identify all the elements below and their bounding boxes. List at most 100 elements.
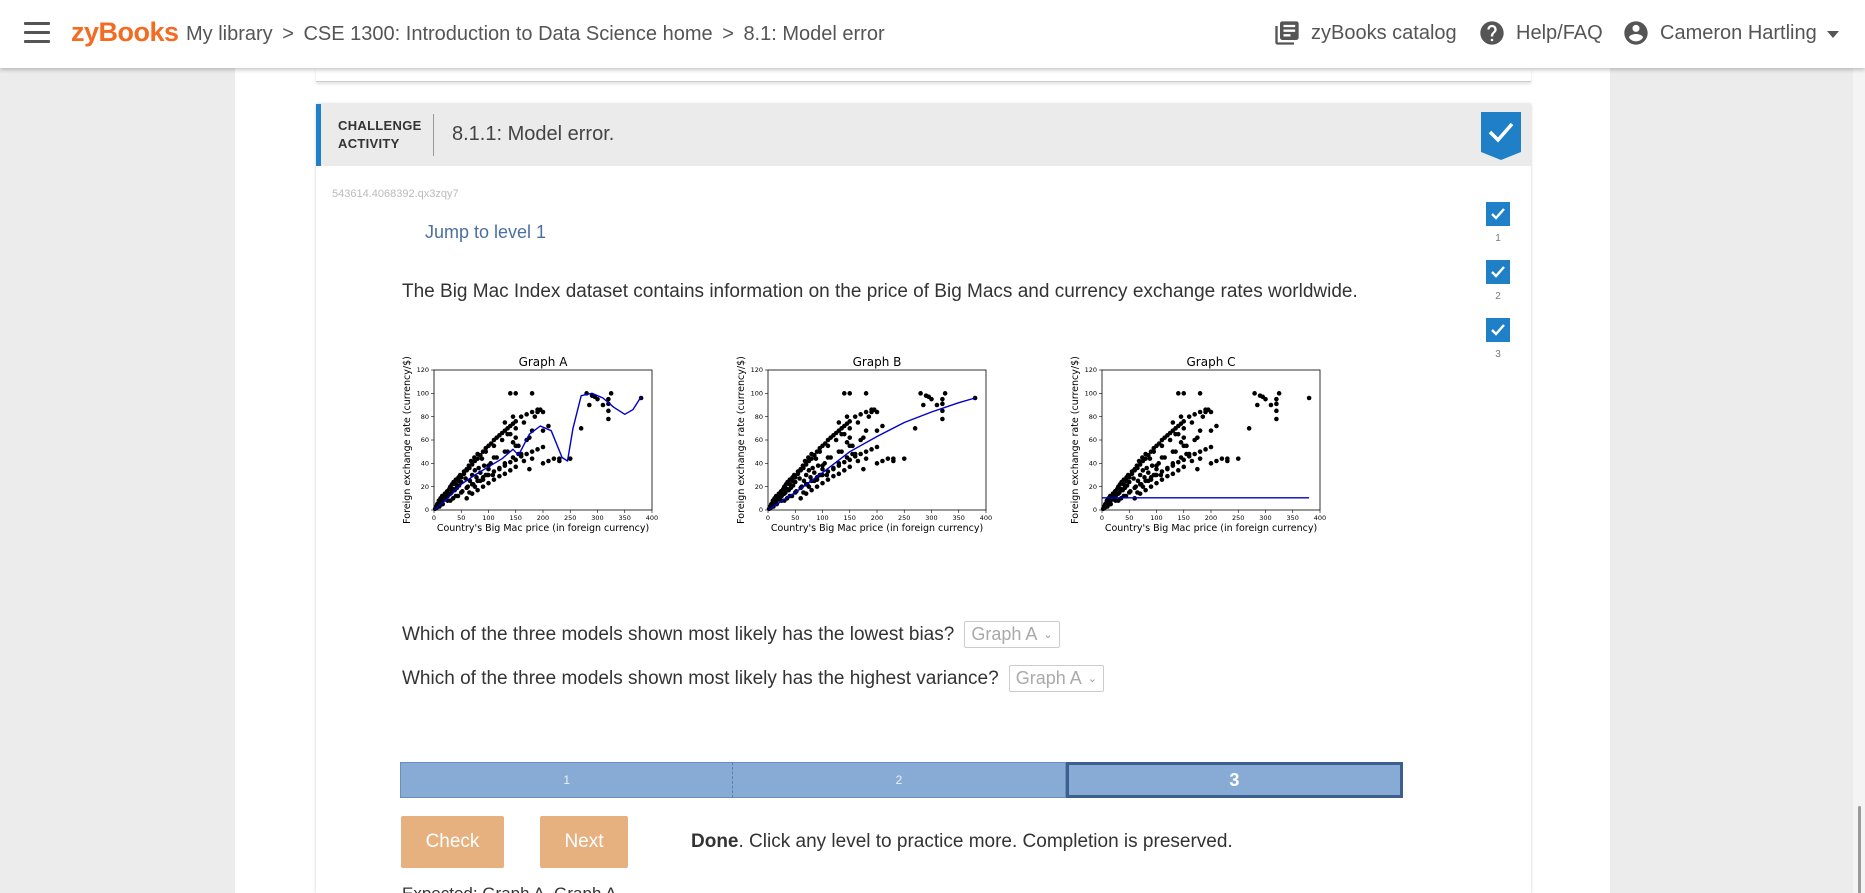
activity-prompt: The Big Mac Index dataset contains infor… — [402, 281, 1358, 302]
y-axis-label: Foreign exchange rate (currency/$) — [402, 356, 413, 524]
catalog-link[interactable]: zyBooks catalog — [1273, 18, 1457, 48]
data-point — [1176, 468, 1181, 473]
data-point — [1219, 456, 1225, 461]
data-point — [1165, 473, 1170, 479]
scrollbar-thumb[interactable] — [1858, 806, 1861, 893]
x-tick-label: 100 — [482, 514, 494, 522]
breadcrumb-section[interactable]: 8.1: Model error — [743, 23, 885, 45]
data-point — [940, 396, 945, 402]
x-tick-label: 300 — [1259, 514, 1271, 522]
x-tick-label: 0 — [766, 514, 770, 522]
data-point — [1181, 426, 1187, 431]
data-point — [513, 426, 519, 431]
data-point — [475, 456, 480, 461]
data-point — [472, 484, 478, 489]
data-point — [1197, 456, 1203, 461]
data-point — [578, 426, 584, 431]
data-point — [480, 484, 486, 489]
data-point — [1173, 431, 1178, 437]
lowest-bias-select[interactable]: Graph A ⌄ — [964, 621, 1060, 648]
data-point — [801, 478, 807, 484]
data-point — [1178, 414, 1184, 419]
data-point — [606, 408, 611, 414]
completion-message: Done. Click any level to practice more. … — [691, 831, 1233, 853]
data-point — [453, 493, 459, 499]
data-point — [608, 391, 614, 396]
level-tab-1[interactable]: 1 — [400, 762, 734, 798]
page-scrollbar[interactable] — [1853, 68, 1865, 893]
data-point — [790, 478, 795, 484]
x-tick-label: 200 — [871, 514, 883, 522]
breadcrumb-my-library[interactable]: My library — [186, 23, 273, 45]
data-point — [502, 420, 508, 425]
previous-activity-card — [316, 68, 1531, 82]
data-point — [1126, 490, 1132, 495]
data-point — [472, 468, 478, 473]
data-point — [1274, 416, 1279, 422]
data-point — [529, 456, 535, 461]
data-point — [1159, 477, 1165, 482]
check-button[interactable]: Check — [401, 816, 504, 868]
data-point — [1154, 463, 1159, 468]
x-tick-label: 250 — [564, 514, 576, 522]
data-point — [858, 412, 863, 417]
data-point — [467, 490, 472, 495]
jump-to-level-link[interactable]: Jump to level 1 — [425, 222, 547, 242]
data-point — [458, 475, 464, 480]
breadcrumb: My library > CSE 1300: Introduction to D… — [186, 23, 885, 46]
data-point — [1268, 402, 1274, 408]
data-point — [833, 437, 839, 443]
help-label: Help/FAQ — [1516, 21, 1603, 44]
user-menu[interactable]: Cameron Hartling — [1622, 18, 1839, 48]
data-point — [844, 414, 850, 419]
data-point — [782, 491, 787, 496]
data-point — [842, 391, 847, 396]
y-axis-label: Foreign exchange rate (currency/$) — [736, 356, 747, 524]
data-point — [809, 456, 814, 461]
data-point — [499, 437, 505, 443]
x-tick-label: 200 — [1205, 514, 1217, 522]
data-point — [524, 451, 529, 457]
data-point — [813, 456, 819, 461]
data-point — [1176, 391, 1181, 396]
chart-title: Graph A — [519, 355, 569, 369]
data-point — [831, 473, 836, 479]
help-link[interactable]: Help/FAQ — [1478, 18, 1603, 48]
data-point — [1208, 461, 1214, 466]
data-point — [836, 449, 842, 454]
breadcrumb-course-home[interactable]: CSE 1300: Introduction to Data Science h… — [303, 23, 713, 45]
data-point — [479, 456, 485, 461]
level-tab-2[interactable]: 2 — [733, 762, 1066, 798]
data-point — [1143, 487, 1148, 493]
data-point — [1159, 469, 1165, 474]
data-point — [529, 449, 535, 454]
top-navigation-bar: zyBooks My library > CSE 1300: Introduct… — [0, 0, 1865, 68]
data-point — [1143, 456, 1148, 461]
data-point — [1197, 409, 1203, 415]
data-point — [863, 456, 869, 461]
data-point — [491, 469, 497, 474]
data-point — [1189, 458, 1195, 464]
hamburger-icon[interactable] — [24, 22, 50, 44]
data-point — [880, 423, 885, 429]
data-point — [874, 461, 880, 466]
next-button[interactable]: Next — [540, 816, 628, 868]
data-point — [891, 456, 896, 461]
data-point — [874, 428, 880, 433]
question-text: Which of the three models shown most lik… — [402, 667, 999, 689]
data-point — [474, 475, 479, 480]
level-tab-3[interactable]: 3 — [1065, 762, 1403, 798]
x-tick-label: 250 — [898, 514, 910, 522]
data-point — [831, 465, 836, 471]
data-point — [1129, 471, 1135, 477]
data-point — [497, 465, 502, 471]
highest-variance-select[interactable]: Graph A ⌄ — [1008, 665, 1104, 692]
zybooks-logo[interactable]: zyBooks — [71, 17, 179, 47]
x-tick-label: 50 — [1125, 514, 1133, 522]
data-point — [869, 447, 874, 452]
data-point — [810, 465, 815, 471]
data-point — [1197, 428, 1203, 433]
data-point — [1137, 472, 1143, 478]
x-axis-label: Country's Big Mac price (in foreign curr… — [437, 523, 649, 534]
data-point — [808, 475, 813, 480]
